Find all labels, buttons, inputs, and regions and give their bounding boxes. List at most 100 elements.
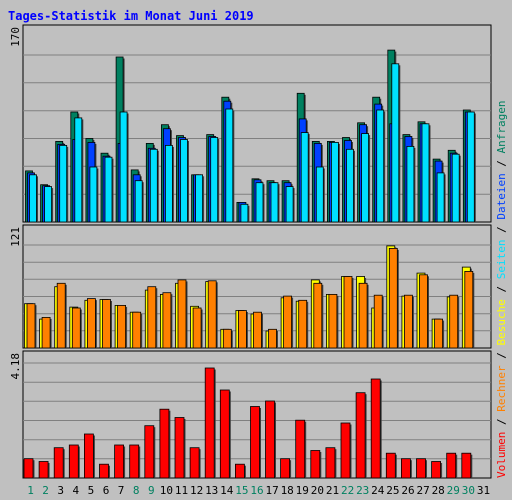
bar-rechner-day-23 xyxy=(358,282,368,349)
x-tick-label: 16 xyxy=(250,484,263,497)
bar-seiten-day-1 xyxy=(29,174,37,223)
bar-seiten-day-16 xyxy=(255,182,264,223)
x-tick-label: 26 xyxy=(401,484,414,497)
bar-seiten-day-23 xyxy=(361,133,370,223)
bar-volumen-day-22 xyxy=(340,422,351,479)
bar-volumen-day-1 xyxy=(23,458,34,479)
bar-volumen-day-20 xyxy=(310,450,321,479)
legend-entry-besuche: Besuche xyxy=(495,299,508,345)
bar-seiten-day-27 xyxy=(421,123,430,223)
y-axis-max-label: 4.18 xyxy=(9,353,22,380)
bar-volumen-day-8 xyxy=(129,444,140,479)
bar-volumen-day-29 xyxy=(446,452,457,479)
legend-separator: / xyxy=(495,412,508,432)
x-tick-label: 15 xyxy=(235,484,248,497)
x-tick-label: 5 xyxy=(88,484,95,497)
x-tick-label: 6 xyxy=(103,484,110,497)
bar-rechner-day-30 xyxy=(464,270,474,349)
bar-volumen-day-10 xyxy=(159,408,170,479)
x-tick-label: 27 xyxy=(416,484,429,497)
x-tick-label: 25 xyxy=(386,484,399,497)
legend-entry-dateien: Dateien xyxy=(495,173,508,219)
bar-seiten-day-19 xyxy=(300,132,309,223)
series-legend-text: Volumen / Rechner / Besuche / Seiten / D… xyxy=(495,100,508,478)
chart-panels: 170 121 4.18 xyxy=(9,24,492,479)
panel-3: 4.18 xyxy=(9,350,492,479)
bar-rechner-day-12 xyxy=(192,307,202,349)
bar-volumen-day-19 xyxy=(295,419,306,479)
bar-seiten-day-30 xyxy=(466,111,475,223)
legend-separator: / xyxy=(495,153,508,173)
bar-rechner-day-2 xyxy=(41,316,51,349)
bar-rechner-day-6 xyxy=(102,299,111,349)
bar-rechner-day-16 xyxy=(253,311,262,349)
bar-seiten-day-24 xyxy=(376,109,385,223)
bar-volumen-day-11 xyxy=(174,417,185,479)
x-tick-label: 9 xyxy=(148,484,155,497)
bar-rechner-day-14 xyxy=(222,328,232,349)
bar-volumen-day-16 xyxy=(250,406,260,479)
legend-separator: / xyxy=(495,346,508,366)
bar-seiten-day-13 xyxy=(210,137,219,223)
bar-rechner-day-8 xyxy=(132,311,142,349)
x-tick-label: 30 xyxy=(462,484,475,497)
panel-2: 121 xyxy=(9,224,492,349)
bar-rechner-day-5 xyxy=(87,298,96,349)
bar-rechner-day-15 xyxy=(237,310,247,349)
bar-rechner-day-1 xyxy=(26,303,36,349)
bar-rechner-day-21 xyxy=(328,293,338,349)
x-tick-label: 17 xyxy=(265,484,278,497)
bar-seiten-day-5 xyxy=(89,166,98,223)
bar-rechner-day-10 xyxy=(162,292,172,349)
bar-seiten-day-26 xyxy=(406,145,415,223)
x-tick-label: 29 xyxy=(447,484,460,497)
bar-volumen-day-2 xyxy=(38,461,49,479)
legend-separator: / xyxy=(495,220,508,240)
bar-volumen-day-28 xyxy=(431,461,442,479)
legend-separator: / xyxy=(495,279,508,299)
bar-rechner-day-25 xyxy=(388,247,398,349)
legend-entry-volumen: Volumen xyxy=(495,432,508,478)
x-axis-tick-labels: 1 2 3 4 5 6 7 8 9 10 11 12 13 14 15 16 17 18 19 20 21 22 23 24 2… xyxy=(27,484,490,497)
bar-seiten-day-21 xyxy=(330,141,339,223)
bar-rechner-day-3 xyxy=(56,282,66,349)
legend-entry-anfragen: Anfragen xyxy=(495,100,508,153)
bar-seiten-day-15 xyxy=(240,203,249,223)
bar-seiten-day-4 xyxy=(74,117,83,223)
x-tick-label: 4 xyxy=(72,484,79,497)
x-tick-label: 13 xyxy=(205,484,218,497)
bar-seiten-day-17 xyxy=(270,182,279,223)
bar-rechner-day-22 xyxy=(343,276,353,349)
bar-rechner-day-17 xyxy=(268,328,277,349)
bar-volumen-day-25 xyxy=(385,452,396,479)
bar-volumen-day-23 xyxy=(355,392,366,479)
x-tick-label: 31 xyxy=(477,484,490,497)
bar-rechner-day-26 xyxy=(403,294,413,349)
bar-seiten-day-6 xyxy=(104,156,113,223)
x-tick-label: 8 xyxy=(133,484,140,497)
bar-volumen-day-12 xyxy=(189,447,200,479)
bar-volumen-day-21 xyxy=(325,447,336,479)
bar-seiten-day-12 xyxy=(195,174,204,223)
bar-volumen-day-6 xyxy=(99,463,109,479)
bar-seiten-day-29 xyxy=(451,153,460,223)
bar-rechner-day-19 xyxy=(298,299,308,349)
x-tick-label: 3 xyxy=(57,484,64,497)
bar-volumen-day-27 xyxy=(416,458,426,479)
x-tick-label: 20 xyxy=(311,484,324,497)
x-tick-label: 18 xyxy=(281,484,294,497)
chart-title: Tages-Statistik im Monat Juni 2019 xyxy=(8,9,254,23)
bar-rechner-day-28 xyxy=(434,318,444,349)
x-tick-label: 1 xyxy=(27,484,34,497)
bar-seiten-day-8 xyxy=(134,180,143,223)
bar-seiten-day-7 xyxy=(119,111,128,223)
bar-volumen-day-7 xyxy=(114,444,124,479)
bar-seiten-day-3 xyxy=(59,144,68,223)
bar-rechner-day-20 xyxy=(313,282,323,349)
bar-volumen-day-5 xyxy=(84,433,94,479)
bar-seiten-day-22 xyxy=(346,148,354,223)
bar-rechner-day-27 xyxy=(419,274,428,349)
x-tick-label: 12 xyxy=(190,484,203,497)
bar-volumen-day-15 xyxy=(234,463,245,479)
